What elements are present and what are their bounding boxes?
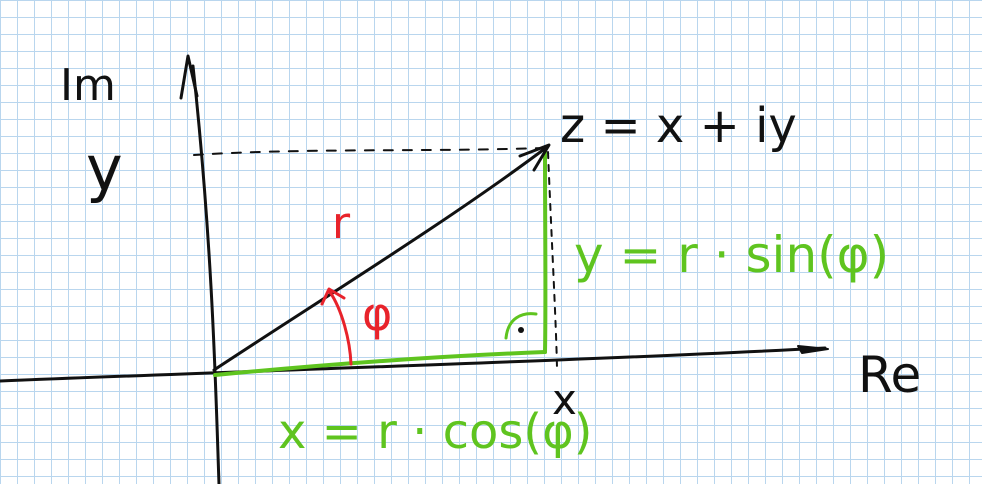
z-formula: z = x + iy	[560, 98, 797, 154]
right-angle-arc	[504, 312, 538, 340]
green-leg-horizontal	[213, 350, 547, 377]
y-formula: y = r · sin(φ)	[574, 226, 889, 284]
r-label: r	[332, 198, 351, 249]
y-tick-label: y	[86, 132, 123, 205]
phi-label: φ	[362, 287, 392, 341]
im-axis-label: Im	[60, 60, 116, 111]
vector-r-arrowhead	[518, 143, 551, 172]
vector-r	[212, 145, 549, 372]
dashed-line-to-x	[547, 151, 558, 369]
angle-phi-arc	[328, 290, 353, 366]
x-formula: x = r · cos(φ)	[278, 404, 593, 460]
real-axis-arrowhead	[797, 345, 829, 354]
imaginary-axis	[191, 64, 221, 484]
x-tick-label: x	[552, 375, 577, 424]
real-axis	[0, 346, 827, 383]
right-angle-dot	[518, 327, 524, 333]
imaginary-axis-arrowhead	[179, 54, 199, 100]
dashed-line-to-y	[193, 147, 546, 156]
re-axis-label: Re	[858, 346, 921, 404]
angle-phi-arrowhead	[320, 287, 346, 306]
